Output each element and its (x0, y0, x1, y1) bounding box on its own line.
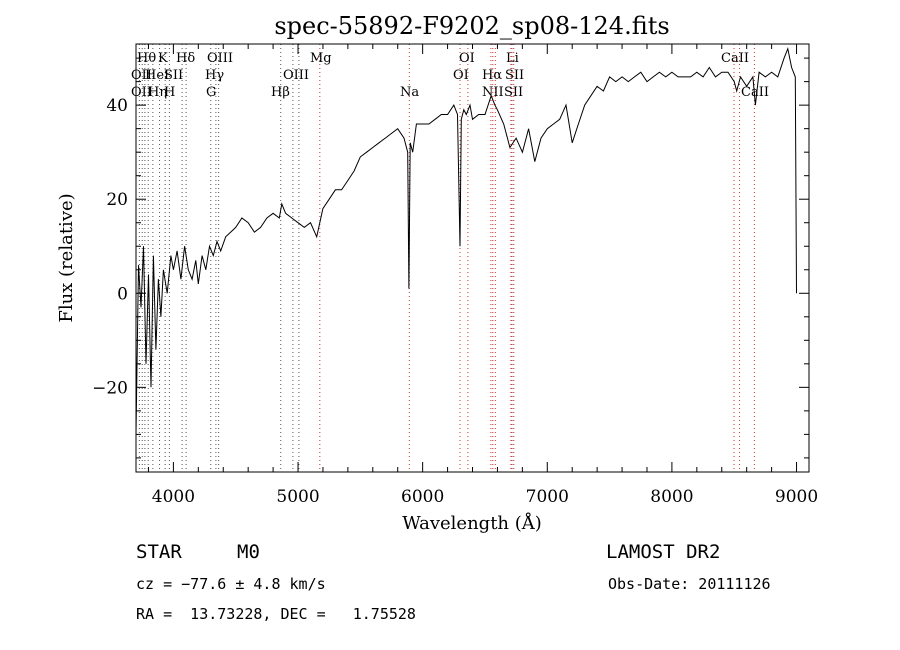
line-label-20: Hβ (271, 85, 290, 100)
line-label-7: CaII (721, 51, 749, 66)
x-tick-label: 6000 (401, 487, 444, 507)
line-label-21: Na (400, 85, 419, 100)
line-label-4: Mg (310, 51, 332, 66)
line-label-0: Hθ (137, 51, 156, 66)
y-axis-label: Flux (relative) (56, 193, 77, 322)
object-class: STAR (136, 541, 182, 563)
x-tick-label: 4000 (152, 487, 195, 507)
chart-title: spec-55892-F9202_sp08-124.fits (274, 12, 669, 40)
observation-date: Obs-Date: 20111126 (608, 575, 771, 593)
line-label-9: HeI (145, 68, 169, 83)
x-axis-label: Wavelength (Å) (402, 512, 542, 534)
line-label-5: OI (459, 51, 475, 66)
y-tick-label: 0 (117, 284, 128, 304)
x-tick-label: 5000 (276, 487, 319, 507)
line-label-3: OIII (207, 51, 233, 66)
object-subclass: M0 (237, 541, 260, 563)
x-tick-label: 9000 (775, 487, 818, 507)
line-label-19: G (206, 85, 216, 100)
line-label-13: OI (453, 68, 469, 83)
line-label-6: Li (506, 51, 519, 66)
line-label-1: K (158, 51, 168, 66)
axis-ticks (136, 44, 809, 472)
y-tick-label: 40 (106, 96, 128, 116)
line-label-12: OIII (283, 68, 309, 83)
plot-frame (135, 43, 810, 473)
coordinates-readout: RA = 13.73228, DEC = 1.75528 (136, 605, 416, 623)
line-label-23: SII (504, 85, 523, 100)
line-label-10: SII (164, 68, 183, 83)
line-label-14: Hα (482, 68, 502, 83)
line-label-15: SII (505, 68, 524, 83)
line-label-11: Hγ (205, 68, 224, 83)
line-label-17: Hη (148, 85, 167, 100)
series-layer (135, 46, 797, 435)
line-label-22: NII (482, 85, 504, 100)
y-tick-label: 20 (106, 190, 128, 210)
axis-tick-labels: 4000 5000 6000 7000 8000 9000 −20 0 20 40 (92, 96, 818, 507)
spectrum-line-0 (135, 46, 797, 435)
survey-name: LAMOST DR2 (606, 541, 721, 563)
redshift-readout: cz = −77.6 ± 4.8 km/s (136, 575, 326, 593)
line-label-18: H (164, 85, 175, 100)
x-tick-label: 8000 (650, 487, 693, 507)
line-label-24: CaII (741, 85, 769, 100)
line-markers (138, 44, 755, 472)
x-tick-label: 7000 (526, 487, 569, 507)
y-tick-label: −20 (92, 378, 128, 398)
line-label-2: Hδ (176, 51, 195, 66)
